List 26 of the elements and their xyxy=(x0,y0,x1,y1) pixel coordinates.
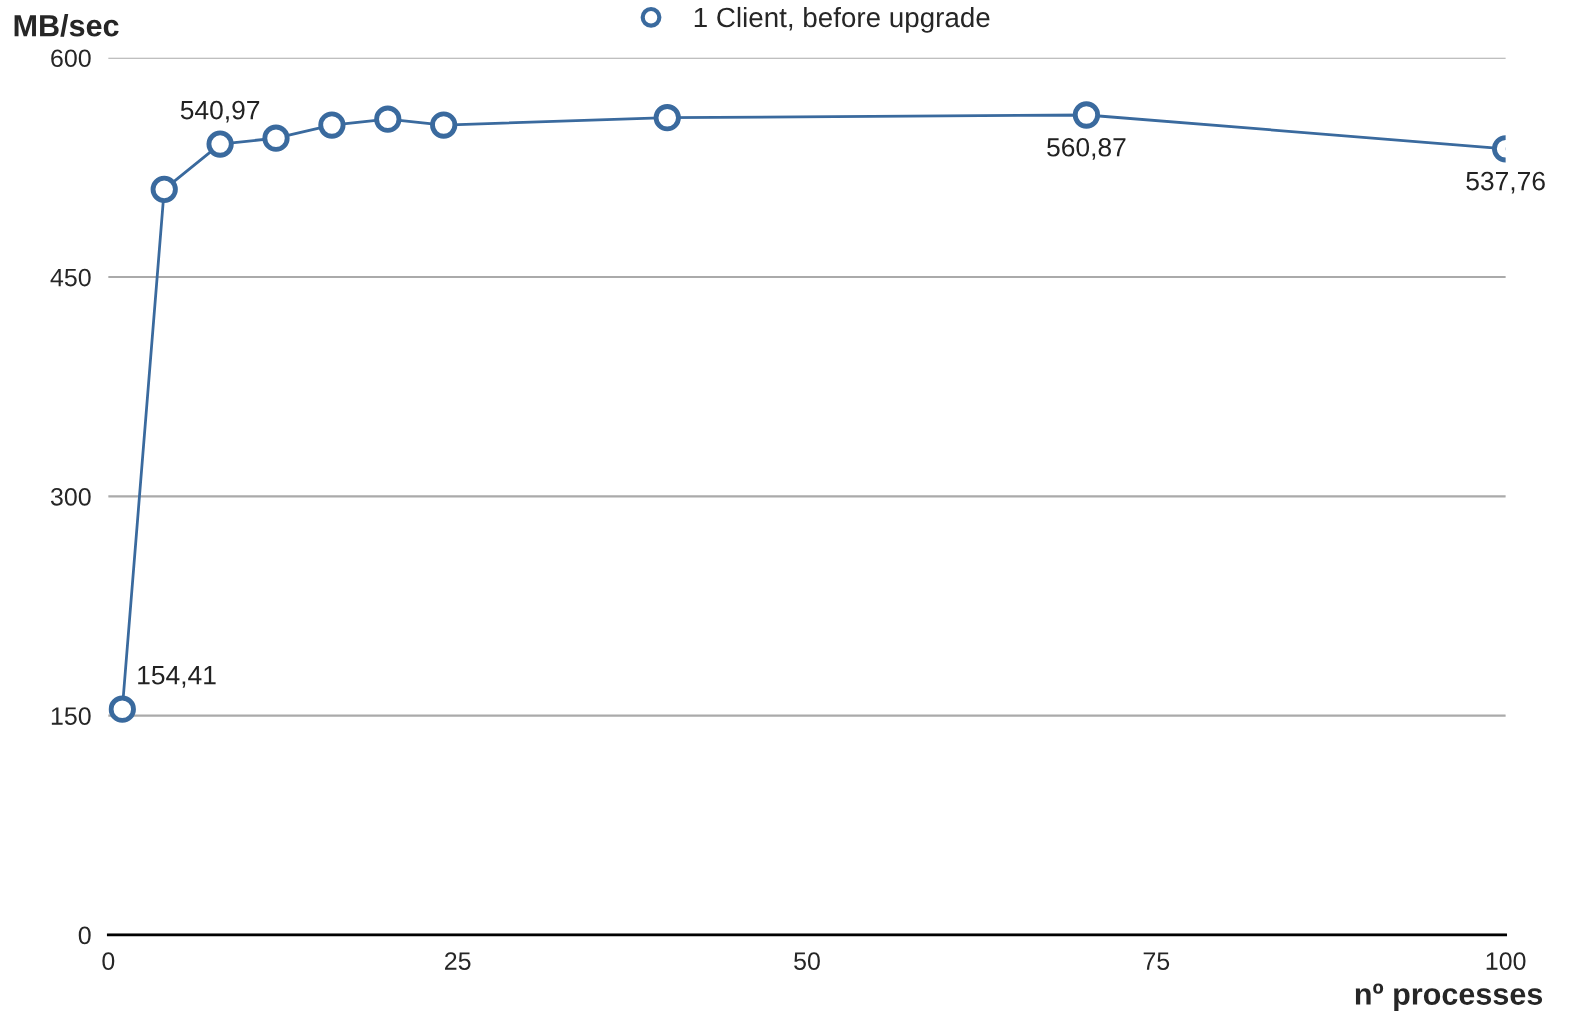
point xyxy=(262,124,290,152)
x-tick-label: 0 xyxy=(102,952,115,970)
data-label: 154,41 xyxy=(138,666,216,688)
y-tick-label: 150 xyxy=(51,707,91,725)
y-tick-label: 450 xyxy=(50,268,91,287)
point xyxy=(108,695,136,723)
point xyxy=(430,111,458,139)
x-tick-label: 25 xyxy=(445,952,471,970)
point xyxy=(374,105,402,133)
x-tick-label: 50 xyxy=(794,952,820,970)
point xyxy=(653,104,681,132)
x-axis-title: nº processes xyxy=(1355,983,1543,1011)
data-label: 537,76 xyxy=(1466,171,1545,194)
data-label: 560,87 xyxy=(1047,137,1126,160)
y-tick-label: 300 xyxy=(50,487,91,506)
x-tick-label: 100 xyxy=(1486,952,1526,970)
y-tick-label: 0 xyxy=(78,926,91,945)
point xyxy=(150,175,178,203)
y-tick-label: 600 xyxy=(51,49,91,68)
y-axis-title: MB/sec xyxy=(14,14,119,37)
x-tick-label: 75 xyxy=(1143,952,1170,970)
legend-label: 1 Client, before upgrade xyxy=(694,6,990,33)
point xyxy=(318,111,346,139)
point xyxy=(206,130,234,158)
point xyxy=(1072,101,1101,129)
data-label: 540,97 xyxy=(180,100,260,123)
